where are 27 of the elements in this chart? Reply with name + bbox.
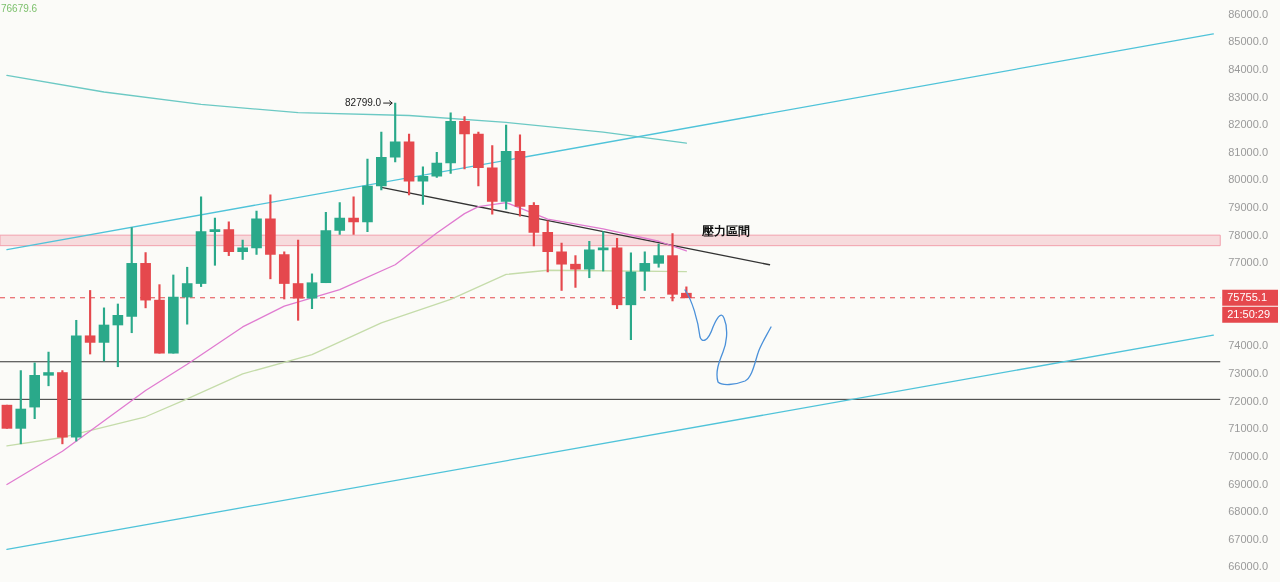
y-tick-label: 81000.0 [1228,145,1268,158]
y-tick-label: 78000.0 [1228,228,1268,241]
y-tick-label: 85000.0 [1228,35,1268,48]
y-tick-label: 84000.0 [1228,62,1268,75]
candlestick [459,116,470,170]
y-tick-label: 68000.0 [1228,505,1268,518]
ref-line-label: 75755.1 [1227,290,1267,303]
y-tick-label: 82000.0 [1228,118,1268,131]
y-tick-label: 69000.0 [1228,477,1268,490]
annotation: 76679.6 [1,2,38,14]
y-tick-label: 66000.0 [1228,560,1268,573]
y-tick-label: 70000.0 [1228,449,1268,462]
y-tick-label: 74000.0 [1228,339,1268,352]
candlestick [570,255,581,288]
y-tick-label: 67000.0 [1228,532,1268,545]
text: 21:50:29 [1227,307,1271,320]
y-tick-label: 86000.0 [1228,7,1268,20]
y-tick-label: 79000.0 [1228,201,1268,214]
y-tick-label: 72000.0 [1228,394,1268,407]
annotation: 82799.0 [345,96,382,108]
y-tick-label: 73000.0 [1228,366,1268,379]
band-label: 壓力區間 [700,224,750,239]
y-tick-label: 80000.0 [1228,173,1268,186]
candlestick [43,351,54,387]
y-tick-label: 71000.0 [1228,422,1268,435]
y-tick-label: 77000.0 [1228,256,1268,269]
y-tick-label: 83000.0 [1228,90,1268,103]
